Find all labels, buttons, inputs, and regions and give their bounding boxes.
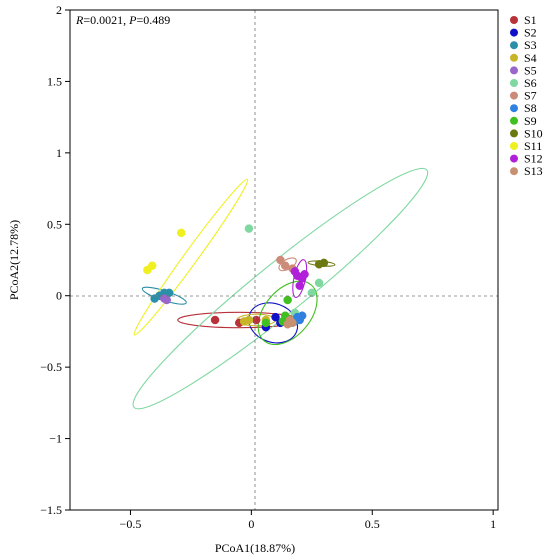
legend-label-s12: S12 <box>524 152 543 166</box>
y-axis-ticks: −1.5 −1 −0.5 0 0.5 1 1.5 2 <box>40 3 70 517</box>
legend-label-s11: S11 <box>524 139 542 153</box>
point-s2 <box>271 312 280 322</box>
legend-marker-s8 <box>510 104 518 113</box>
point-s7 <box>280 261 290 270</box>
legend-label-s13: S13 <box>524 164 543 178</box>
legend-marker-s12 <box>510 154 518 163</box>
legend-label-s4: S4 <box>524 51 537 65</box>
legend-marker-s11 <box>510 142 518 150</box>
plot-frame <box>69 9 499 511</box>
point-s8 <box>297 311 307 320</box>
x-axis-ticks: −0.5 0 0.5 1 <box>120 510 496 531</box>
legend-marker-s9 <box>510 116 518 125</box>
legend-label-s10: S10 <box>524 126 543 140</box>
point-s11 <box>147 261 157 270</box>
legend-marker-s6 <box>510 79 518 87</box>
x-axis-label: PCoA1(18.87%) <box>215 541 295 555</box>
point-layer <box>143 224 329 332</box>
legend-marker-s2 <box>510 28 518 37</box>
p-value: =0.489 <box>136 13 170 27</box>
point-s7 <box>276 255 285 265</box>
point-s4 <box>239 317 249 326</box>
legend-label-s8: S8 <box>524 101 537 115</box>
point-s6 <box>244 224 254 233</box>
x-tick-label: −0.5 <box>120 517 142 531</box>
legend-label-s9: S9 <box>524 114 537 128</box>
legend-label-s6: S6 <box>524 76 537 90</box>
ellipse-layer <box>132 167 429 410</box>
r-value: =0.0021, <box>83 13 129 27</box>
legend-marker-s4 <box>510 53 518 62</box>
point-s12 <box>295 281 304 290</box>
confidence-ellipse-s9 <box>257 280 318 346</box>
legend-marker-s10 <box>510 129 518 138</box>
point-s1 <box>210 315 220 325</box>
y-tick-label: 2 <box>56 3 62 17</box>
legend-label-s5: S5 <box>524 63 537 77</box>
point-s6 <box>314 278 324 288</box>
legend-label-s7: S7 <box>524 89 537 103</box>
y-tick-label: −1 <box>49 432 62 446</box>
point-s12 <box>300 270 309 279</box>
confidence-ellipse-s11 <box>133 178 249 336</box>
legend-marker-s1 <box>510 16 518 24</box>
y-axis-label: PCoA2(12.78%) <box>7 220 21 300</box>
point-s10 <box>319 258 329 268</box>
y-tick-label: −1.5 <box>40 503 62 517</box>
point-s1 <box>251 315 261 325</box>
legend-marker-s13 <box>510 167 518 176</box>
point-s12 <box>290 267 300 276</box>
y-tick-label: 0.5 <box>47 217 62 231</box>
y-tick-label: 1.5 <box>47 74 62 88</box>
point-s11 <box>176 228 186 238</box>
point-s9 <box>283 295 292 305</box>
stat-annotation: R=0.0021, P=0.489 <box>75 13 170 27</box>
legend-label-s3: S3 <box>524 38 537 52</box>
legend-marker-s5 <box>510 66 518 75</box>
x-tick-label: 1 <box>490 517 496 531</box>
y-tick-label: 1 <box>56 146 62 160</box>
legend-marker-s7 <box>510 91 518 100</box>
x-tick-label: 0 <box>248 517 254 531</box>
y-tick-label: −0.5 <box>40 360 62 374</box>
confidence-ellipse-s6 <box>132 167 429 410</box>
point-s6 <box>307 288 317 298</box>
legend-label-s1: S1 <box>524 13 537 27</box>
legend-marker-s3 <box>510 41 518 50</box>
point-s9 <box>261 318 271 328</box>
legend-label-s2: S2 <box>524 26 537 40</box>
r-label: R <box>75 13 84 27</box>
p-label: P <box>128 13 137 27</box>
point-s13 <box>288 318 297 328</box>
x-tick-label: 0.5 <box>365 517 380 531</box>
y-tick-label: 0 <box>56 289 62 303</box>
point-s5 <box>162 295 171 305</box>
